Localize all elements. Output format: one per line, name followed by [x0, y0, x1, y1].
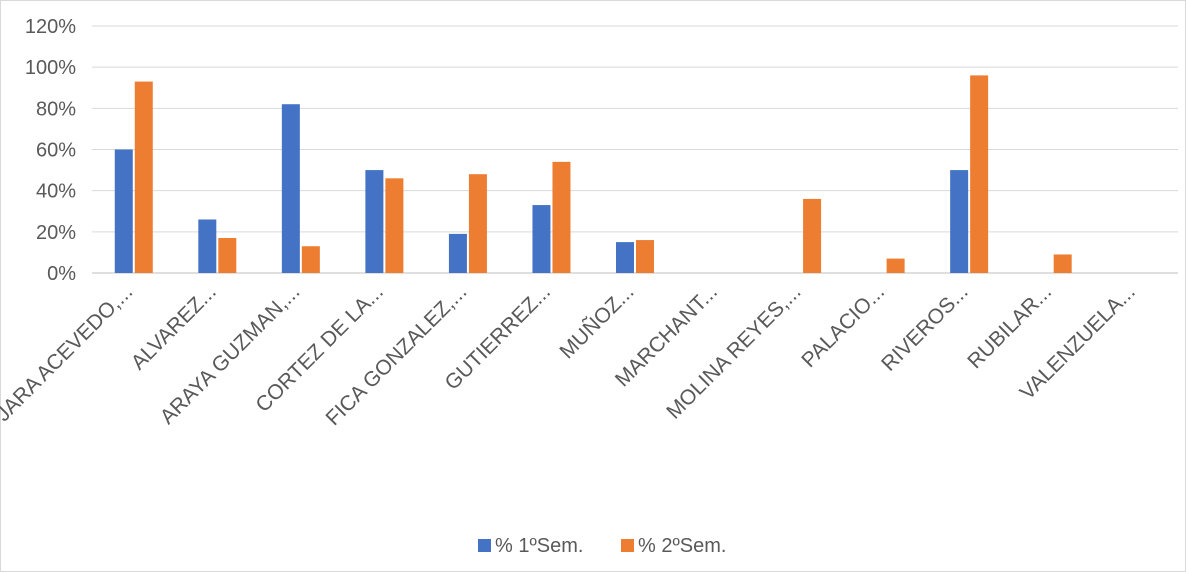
bar-sem2-10	[970, 75, 989, 274]
x-tick-label: FICA GONZALEZ,...	[322, 280, 472, 430]
x-tick-label: JARA ACEVEDO,...	[0, 280, 137, 426]
legend: % 1ºSem. % 2ºSem.	[478, 535, 726, 557]
legend-label-sem2: % 2ºSem.	[638, 535, 726, 557]
x-tick-label: PALACIO...	[797, 280, 889, 372]
x-axis: JARA ACEVEDO,...ALVAREZ...ARAYA GUZMAN,.…	[0, 280, 1140, 431]
bar-sem1-4	[448, 233, 467, 273]
y-tick-label: 60%	[36, 140, 76, 162]
bar-sem2-3	[385, 178, 404, 273]
x-tick-label: RIVEROS...	[877, 280, 972, 375]
bar-sem2-6	[636, 240, 654, 273]
y-tick-label: 80%	[36, 98, 76, 120]
bar-sem2-4	[468, 174, 487, 273]
legend-swatch-sem1	[478, 539, 491, 552]
bars	[114, 75, 1072, 274]
bar-sem2-9	[886, 258, 905, 273]
bar-sem1-2	[281, 104, 300, 273]
bar-sem1-0	[114, 149, 133, 273]
legend-swatch-sem2	[621, 539, 634, 552]
y-tick-label: 20%	[36, 222, 76, 244]
y-axis: 0% 20% 40% 60% 80% 100% 120%	[25, 16, 76, 285]
bar-sem2-11	[1053, 254, 1072, 273]
gridlines	[92, 25, 1178, 274]
bar-sem2-1	[218, 238, 237, 273]
x-tick-label: RUBILAR...	[963, 280, 1056, 373]
bar-sem1-5	[532, 205, 551, 273]
bar-sem2-5	[552, 161, 571, 273]
bar-sem1-1	[198, 219, 217, 273]
y-tick-label: 120%	[25, 16, 76, 38]
x-tick-label: ALVAREZ...	[127, 280, 221, 374]
bar-sem2-0	[134, 81, 153, 273]
bar-sem1-10	[950, 170, 969, 273]
y-tick-label: 0%	[47, 263, 76, 285]
legend-label-sem1: % 1ºSem.	[495, 535, 583, 557]
bar-sem1-3	[365, 170, 384, 273]
bar-sem1-6	[616, 242, 634, 273]
y-tick-label: 40%	[36, 181, 76, 203]
x-tick-label: MUÑOZ...	[555, 280, 639, 364]
bar-sem2-2	[301, 246, 320, 273]
x-tick-label: ARAYA GUZMAN,...	[156, 280, 305, 429]
bar-sem2-8	[803, 198, 822, 273]
y-tick-label: 100%	[25, 57, 76, 79]
